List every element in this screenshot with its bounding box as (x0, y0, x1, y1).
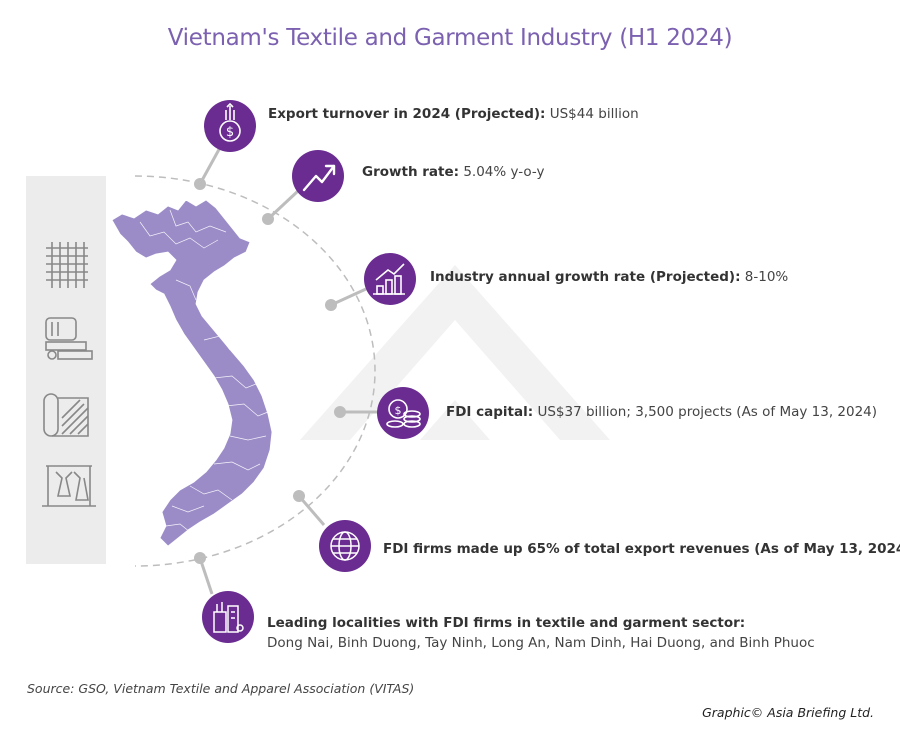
page-title: Vietnam's Textile and Garment Industry (… (167, 25, 733, 51)
bar-chart-icon (373, 263, 405, 295)
item-label: Export turnover in 2024 (Projected): (268, 106, 546, 122)
item-export-turnover: Export turnover in 2024 (Projected): US$… (268, 104, 639, 124)
side-panel (26, 176, 106, 564)
item-value: 5.04% y-o-y (463, 164, 545, 180)
vietnam-map (111, 199, 273, 547)
watermark-logo (300, 265, 610, 440)
fabric-roll-icon (43, 393, 89, 437)
item-label: Industry annual growth rate (Projected): (430, 269, 741, 285)
item-label: FDI firms made up 65% of total export re… (383, 541, 900, 557)
globe-exchange-icon (330, 531, 360, 561)
source-note: Source: GSO, Vietnam Textile and Apparel… (27, 681, 415, 696)
coins-icon: $ (386, 399, 421, 428)
item-value: Dong Nai, Binh Duong, Tay Ninh, Long An,… (267, 635, 815, 651)
textile-machine-icon (45, 317, 93, 360)
connectors (198, 143, 378, 595)
item-label: Growth rate: (362, 164, 460, 180)
item-value: US$37 billion; 3,500 projects (As of May… (537, 404, 878, 420)
item-value: 8-10% (744, 269, 789, 285)
item-leading-localities: Leading localities with FDI firms in tex… (267, 613, 815, 653)
item-growth-rate: Growth rate: 5.04% y-o-y (362, 162, 545, 182)
item-value: US$44 billion (549, 106, 639, 122)
item-fdi-capital: FDI capital: US$37 billion; 3,500 projec… (446, 402, 877, 422)
item-label: FDI capital: (446, 404, 534, 420)
trend-up-icon (302, 164, 336, 192)
svg-text:$: $ (395, 404, 402, 417)
garment-rack-icon (42, 465, 96, 507)
item-fdi-export-share: FDI firms made up 65% of total export re… (383, 539, 900, 559)
svg-text:$: $ (226, 125, 234, 140)
factory-icon (213, 602, 244, 633)
connector-dots (194, 178, 346, 564)
fabric-weave-icon (46, 242, 88, 288)
credit-note: Graphic© Asia Briefing Ltd. (702, 705, 874, 720)
money-bag-icon: $ (219, 102, 241, 142)
item-annual-growth: Industry annual growth rate (Projected):… (430, 267, 788, 287)
dashed-arc (134, 175, 376, 567)
item-label: Leading localities with FDI firms in tex… (267, 615, 746, 631)
